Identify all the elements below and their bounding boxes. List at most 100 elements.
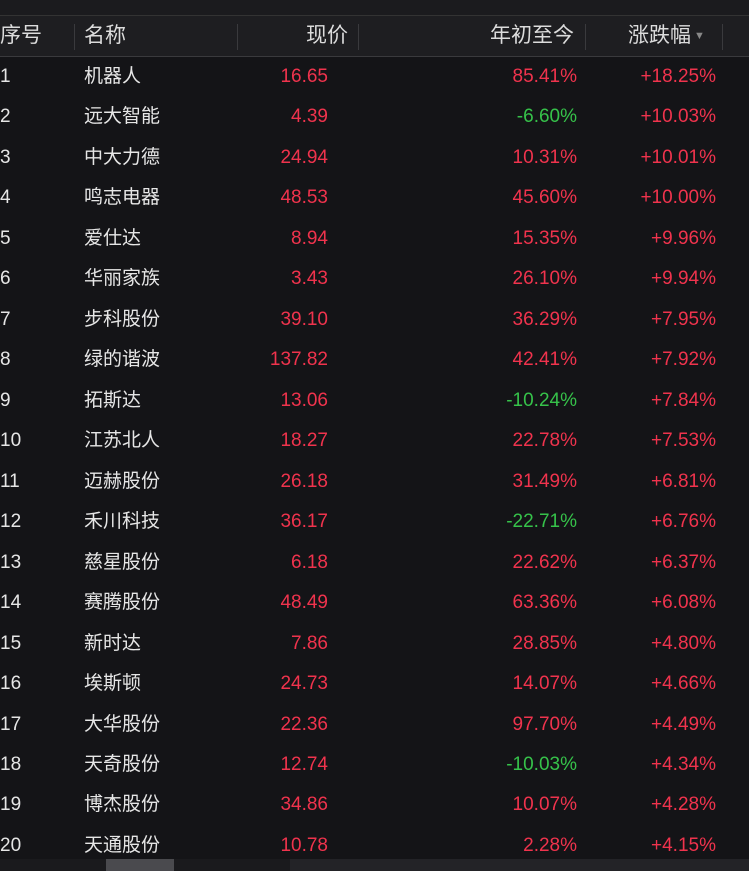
table-row[interactable]: 7 步科股份 39.10 36.29% +7.95%: [0, 300, 749, 340]
table-row[interactable]: 8 绿的谐波 137.82 42.41% +7.92%: [0, 340, 749, 380]
row-index: 15: [0, 632, 22, 654]
table-row[interactable]: 13 慈星股份 6.18 22.62% +6.37%: [0, 543, 749, 583]
ytd-change: 28.85%: [512, 632, 577, 654]
stock-name[interactable]: 爱仕达: [84, 227, 142, 249]
ytd-change: 45.60%: [512, 187, 577, 209]
column-divider[interactable]: [74, 24, 75, 50]
column-divider[interactable]: [585, 24, 586, 50]
row-index: 17: [0, 713, 22, 735]
table-row[interactable]: 16 埃斯顿 24.73 14.07% +4.66%: [0, 664, 749, 704]
table-row[interactable]: 3 中大力德 24.94 10.31% +10.01%: [0, 138, 749, 178]
stock-name[interactable]: 中大力德: [84, 146, 161, 168]
percent-change: +9.94%: [651, 268, 716, 290]
ytd-change: 26.10%: [512, 268, 577, 290]
percent-change: +4.34%: [651, 753, 716, 775]
header-ytd[interactable]: 年初至今: [490, 24, 574, 47]
column-divider[interactable]: [237, 24, 238, 50]
stock-name[interactable]: 绿的谐波: [84, 349, 161, 371]
row-index: 6: [0, 268, 11, 290]
row-index: 11: [0, 470, 20, 492]
price: 24.73: [280, 673, 328, 695]
ytd-change: 36.29%: [512, 308, 577, 330]
table-row[interactable]: 4 鸣志电器 48.53 45.60% +10.00%: [0, 178, 749, 218]
stock-name[interactable]: 华丽家族: [84, 268, 161, 290]
stock-name[interactable]: 埃斯顿: [84, 673, 142, 695]
price: 13.06: [280, 389, 328, 411]
percent-change: +9.96%: [651, 227, 716, 249]
price: 12.74: [280, 753, 328, 775]
ytd-change: 22.62%: [512, 551, 577, 573]
table-row[interactable]: 18 天奇股份 12.74 -10.03% +4.34%: [0, 745, 749, 785]
price: 8.94: [291, 227, 328, 249]
ytd-change: 22.78%: [512, 430, 577, 452]
table-row[interactable]: 15 新时达 7.86 28.85% +4.80%: [0, 624, 749, 664]
percent-change: +7.84%: [651, 389, 716, 411]
table-row[interactable]: 17 大华股份 22.36 97.70% +4.49%: [0, 705, 749, 745]
table-row[interactable]: 11 迈赫股份 26.18 31.49% +6.81%: [0, 462, 749, 502]
stock-name[interactable]: 江苏北人: [84, 430, 161, 452]
price: 26.18: [280, 470, 328, 492]
percent-change: +4.49%: [651, 713, 716, 735]
table-row[interactable]: 19 博杰股份 34.86 10.07% +4.28%: [0, 785, 749, 825]
stock-name[interactable]: 天通股份: [84, 834, 161, 856]
stock-name[interactable]: 博杰股份: [84, 794, 161, 816]
percent-change: +6.76%: [651, 511, 716, 533]
percent-change: +4.66%: [651, 673, 716, 695]
price: 48.53: [280, 187, 328, 209]
row-index: 13: [0, 551, 22, 573]
row-index: 12: [0, 511, 22, 533]
row-index: 14: [0, 592, 22, 614]
price: 48.49: [280, 592, 328, 614]
table-row[interactable]: 10 江苏北人 18.27 22.78% +7.53%: [0, 421, 749, 461]
table-row[interactable]: 20 天通股份 10.78 2.28% +4.15%: [0, 826, 749, 866]
table-row[interactable]: 12 禾川科技 36.17 -22.71% +6.76%: [0, 502, 749, 542]
stock-name[interactable]: 拓斯达: [84, 389, 142, 411]
row-index: 18: [0, 753, 22, 775]
stock-name[interactable]: 步科股份: [84, 308, 161, 330]
row-index: 1: [0, 66, 11, 87]
price: 10.78: [280, 834, 328, 856]
header-name[interactable]: 名称: [84, 24, 126, 47]
percent-change: +4.80%: [651, 632, 716, 654]
stock-name[interactable]: 鸣志电器: [84, 187, 161, 209]
row-index: 8: [0, 349, 11, 371]
percent-change: +10.03%: [640, 106, 716, 128]
price: 18.27: [280, 430, 328, 452]
table-row[interactable]: 6 华丽家族 3.43 26.10% +9.94%: [0, 259, 749, 299]
table-row[interactable]: 9 拓斯达 13.06 -10.24% +7.84%: [0, 381, 749, 421]
percent-change: +10.01%: [640, 146, 716, 168]
stock-name[interactable]: 慈星股份: [84, 551, 161, 573]
price: 34.86: [280, 794, 328, 816]
stock-name[interactable]: 迈赫股份: [84, 470, 161, 492]
header-index[interactable]: 序号: [0, 24, 42, 47]
percent-change: +7.53%: [651, 430, 716, 452]
stock-name[interactable]: 远大智能: [84, 106, 161, 128]
stock-name[interactable]: 天奇股份: [84, 753, 161, 775]
percent-change: +4.28%: [651, 794, 716, 816]
price: 22.36: [280, 713, 328, 735]
row-index: 10: [0, 430, 22, 452]
table-row[interactable]: 2 远大智能 4.39 -6.60% +10.03%: [0, 97, 749, 137]
table-row[interactable]: 14 赛腾股份 48.49 63.36% +6.08%: [0, 583, 749, 623]
column-divider[interactable]: [722, 24, 723, 50]
table-row[interactable]: 1 机器人 16.65 85.41% +18.25%: [0, 57, 749, 97]
stock-name[interactable]: 禾川科技: [84, 511, 161, 533]
scrollbar-segment[interactable]: [290, 859, 749, 871]
top-bar: [0, 0, 749, 16]
price: 36.17: [280, 511, 328, 533]
column-divider[interactable]: [358, 24, 359, 50]
row-index: 16: [0, 673, 22, 695]
stock-name[interactable]: 机器人: [84, 66, 142, 87]
header-change[interactable]: 涨跌幅 ▼: [628, 16, 705, 56]
row-index: 7: [0, 308, 11, 330]
scrollbar-thumb[interactable]: [106, 859, 174, 871]
percent-change: +6.37%: [651, 551, 716, 573]
stock-name[interactable]: 赛腾股份: [84, 592, 161, 614]
percent-change: +4.15%: [651, 834, 716, 856]
percent-change: +7.95%: [651, 308, 716, 330]
stock-name[interactable]: 大华股份: [84, 713, 161, 735]
header-price[interactable]: 现价: [306, 24, 348, 47]
stock-name[interactable]: 新时达: [84, 632, 142, 654]
caret-down-icon: ▼: [694, 30, 705, 43]
table-row[interactable]: 5 爱仕达 8.94 15.35% +9.96%: [0, 219, 749, 259]
